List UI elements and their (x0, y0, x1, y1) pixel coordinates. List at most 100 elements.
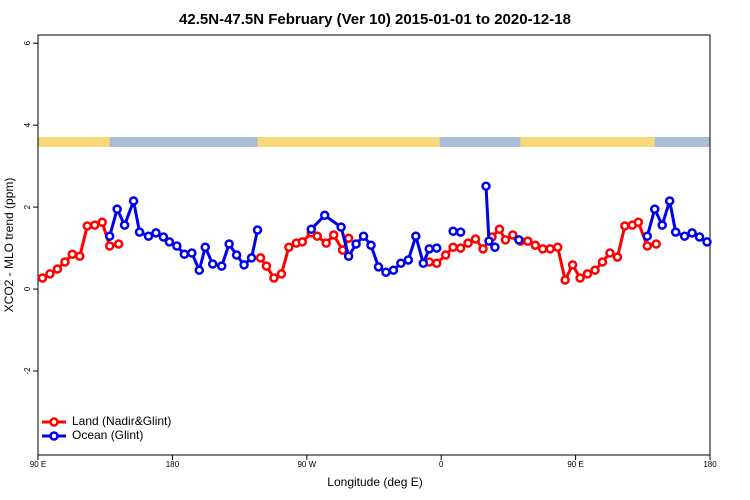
series-point (321, 238, 331, 248)
x-tick-label: 90 E (30, 460, 46, 469)
series-point (143, 231, 154, 241)
series-point (246, 253, 257, 263)
series-point (276, 269, 287, 279)
series-point (45, 269, 55, 279)
series-point (82, 221, 93, 231)
series-point (545, 244, 555, 254)
series-point (490, 242, 500, 253)
series-point (567, 260, 578, 270)
series-point (687, 228, 697, 238)
series-point (440, 250, 451, 260)
series-point (381, 267, 391, 277)
series-point (612, 252, 623, 262)
series-point (187, 248, 197, 258)
series-point (514, 235, 524, 245)
series-point (104, 241, 115, 251)
series-point (104, 231, 115, 241)
series-point (649, 204, 660, 214)
legend-label: Land (Nadir&Glint) (72, 414, 171, 428)
legend-marker (49, 417, 59, 427)
series-point (134, 227, 145, 237)
series-point (261, 261, 272, 271)
chart-title: 42.5N-47.5N February (Ver 10) 2015-01-01… (179, 11, 571, 28)
series-point (500, 235, 511, 245)
series-point (411, 231, 421, 241)
series-point (319, 210, 330, 221)
y-tick-label: -2 (23, 367, 32, 375)
x-tick-label: 180 (703, 460, 717, 469)
y-tick-label: 4 (23, 122, 32, 127)
series-point (424, 244, 435, 254)
series-point (200, 242, 211, 253)
series-point (158, 232, 169, 242)
series-point (694, 232, 705, 242)
land-band (257, 137, 440, 147)
series-point (597, 257, 608, 267)
series-point (484, 236, 494, 246)
series-point (37, 273, 48, 283)
series-point (328, 230, 339, 240)
series-point (52, 264, 63, 274)
series-point (537, 244, 548, 254)
series-point (418, 258, 429, 268)
land-band (38, 137, 110, 147)
series-point (523, 236, 533, 246)
series-point (657, 220, 667, 230)
series-point (194, 265, 205, 275)
legend-marker (49, 431, 59, 441)
series-point (396, 258, 406, 268)
series-point (97, 217, 107, 228)
series-point (75, 251, 85, 262)
series-point (89, 220, 100, 230)
series-point (481, 181, 491, 191)
series-point (231, 250, 242, 260)
series-point (455, 243, 466, 253)
series-point (297, 237, 308, 247)
series-point (530, 240, 541, 250)
series-point (172, 241, 182, 251)
series-point (620, 221, 630, 231)
series-point (113, 239, 124, 249)
series-point (119, 220, 130, 230)
series-point (431, 243, 442, 253)
series-point (605, 248, 615, 258)
series-point (336, 222, 346, 232)
series-point (431, 258, 442, 268)
series-point (343, 251, 354, 262)
series-point (494, 224, 505, 234)
series-point (552, 242, 563, 253)
series-point (252, 225, 263, 235)
series-point (575, 273, 585, 283)
legend-label: Ocean (Glint) (72, 428, 143, 442)
series-point (463, 238, 473, 248)
series-point (651, 239, 661, 249)
series-point (642, 241, 653, 251)
x-tick-label: 90 E (567, 460, 583, 469)
series-point (560, 275, 570, 285)
series-point (239, 260, 249, 270)
series-point (373, 262, 384, 272)
series-point (670, 227, 681, 237)
land-band (520, 137, 655, 147)
y-tick-label: 6 (23, 40, 32, 45)
series-point (478, 244, 488, 254)
series-point (470, 234, 481, 244)
series-point (679, 231, 690, 241)
series-point (455, 227, 466, 237)
series-point (216, 261, 227, 271)
series-point (284, 242, 294, 253)
series-point (164, 237, 175, 247)
series-point (312, 231, 323, 241)
x-tick-label: 0 (439, 460, 444, 469)
x-tick-label: 180 (166, 460, 180, 469)
series-point (128, 196, 139, 206)
series-point (590, 265, 600, 275)
series-point (151, 228, 161, 238)
x-tick-label: 90 W (297, 460, 316, 469)
series-point (112, 204, 122, 214)
series-point (60, 257, 70, 267)
series-point (403, 255, 414, 265)
series-point (664, 196, 675, 206)
series-point (582, 269, 593, 279)
